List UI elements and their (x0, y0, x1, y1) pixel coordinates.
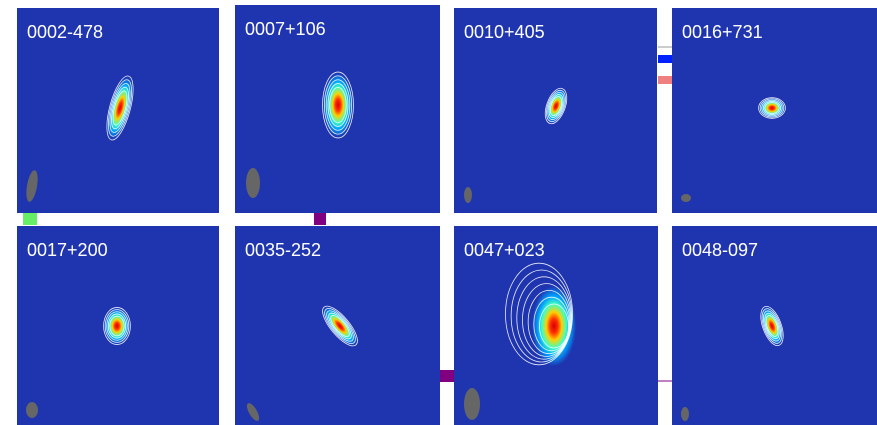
panel-label: 0048-097 (682, 240, 758, 260)
source-emission (759, 98, 785, 118)
panel-label: 0047+023 (464, 240, 545, 260)
contour (324, 308, 356, 344)
beam (464, 388, 480, 420)
source (322, 71, 354, 139)
contour (327, 83, 349, 127)
source (760, 305, 784, 347)
image-panel: 0010+405 (454, 8, 657, 213)
contour (533, 296, 570, 352)
contour (527, 290, 571, 355)
contour (761, 99, 783, 117)
beam (681, 407, 689, 421)
source (544, 87, 568, 125)
contour (759, 98, 785, 118)
contour (323, 75, 353, 135)
contour (104, 309, 130, 343)
contour (763, 310, 781, 342)
contour (107, 313, 127, 339)
source-emission (323, 73, 353, 137)
contour (329, 86, 347, 124)
image-panel: 0035-252 (235, 226, 440, 425)
beam (246, 168, 260, 198)
contour (505, 262, 573, 366)
contour (765, 315, 779, 337)
contour (764, 312, 780, 340)
image-panel: 0047+023 (454, 226, 658, 425)
image-panel: 0017+200 (17, 226, 219, 425)
contour (326, 310, 354, 342)
contour (549, 96, 563, 116)
contour (760, 305, 784, 347)
beam (246, 403, 260, 421)
contour (544, 87, 568, 125)
contour (548, 94, 564, 118)
background-fragments (23, 46, 673, 382)
panel-label: 0017+200 (27, 240, 108, 260)
contour (109, 315, 125, 337)
contour (330, 314, 350, 338)
panel-label: 0007+106 (245, 19, 326, 39)
contour (112, 90, 128, 126)
image-panel: 0007+106 (235, 5, 440, 213)
panel-label: 0035-252 (245, 240, 321, 260)
source (103, 307, 131, 345)
contour (539, 303, 569, 349)
contour (328, 312, 352, 340)
image-panel: 0048-097 (672, 226, 877, 425)
contour (111, 86, 129, 130)
beam (681, 194, 691, 202)
panel-label: 0002-478 (27, 22, 103, 42)
contour (106, 311, 128, 341)
beam (464, 187, 472, 203)
source (758, 97, 786, 119)
contour (761, 308, 783, 344)
contour (510, 269, 573, 363)
beam (26, 170, 38, 202)
contour (764, 102, 780, 114)
image-panel: 0002-478 (17, 8, 219, 213)
contour (322, 71, 354, 139)
contour (546, 89, 566, 123)
contour (516, 276, 572, 360)
contour (762, 100, 782, 116)
contour (106, 75, 134, 141)
source-emission (104, 308, 130, 344)
source (322, 305, 358, 347)
contour (522, 283, 571, 357)
panel-label: 0010+405 (464, 22, 545, 42)
panel-label: 0016+731 (682, 22, 763, 42)
source (505, 262, 576, 366)
beam (26, 402, 38, 418)
source (106, 75, 134, 141)
contour (322, 305, 358, 347)
contour (758, 97, 786, 119)
contour (103, 307, 131, 345)
image-panel: 0016+731 (672, 8, 877, 213)
contour (325, 79, 351, 131)
